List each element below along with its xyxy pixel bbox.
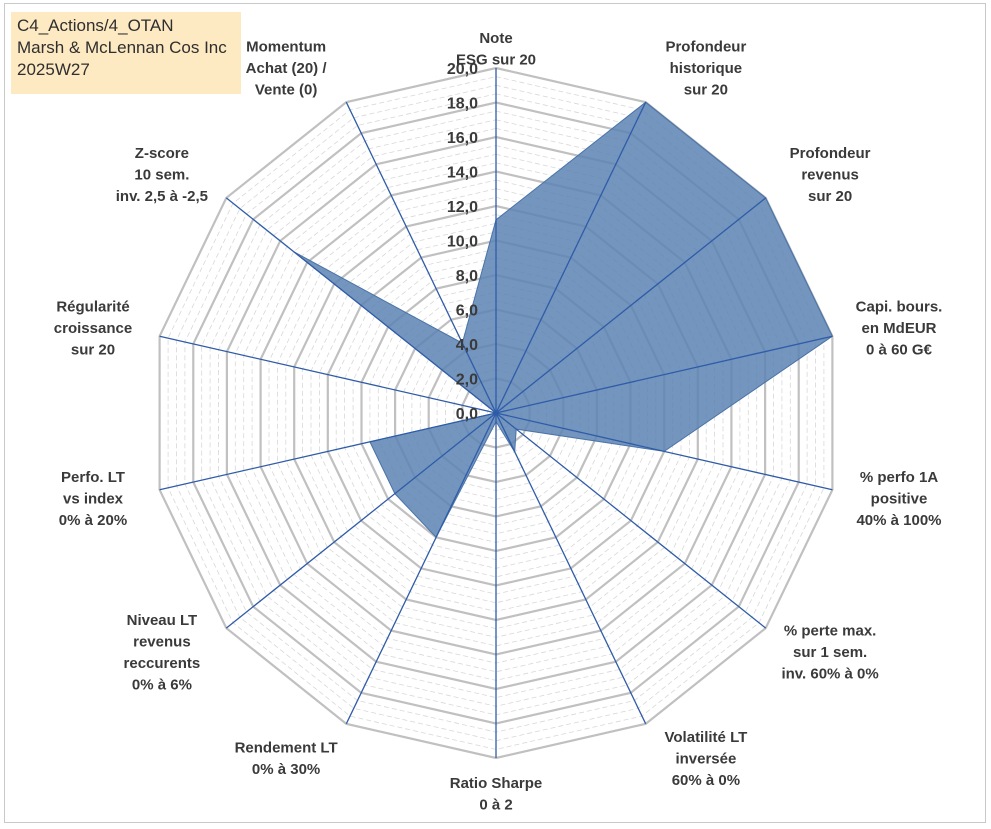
axis-spoke: [495, 335, 833, 414]
axis-spoke: [495, 412, 833, 491]
grid-ring-minor: [310, 222, 682, 604]
axis-spoke: [159, 335, 497, 414]
category-label: % perte max. sur 1 sem. inv. 60% à 0%: [781, 623, 878, 683]
category-label: Régularité croissance sur 20: [54, 299, 132, 359]
axis-spoke: [495, 101, 647, 414]
category-label: Z-score 10 sem. inv. 2,5 à -2,5: [116, 145, 208, 205]
category-label: Perfo. LT vs index 0% à 20%: [59, 469, 127, 529]
category-label: Momentum Achat (20) / Vente (0): [246, 39, 328, 99]
category-label: Ratio Sharpe 0 à 2: [450, 775, 543, 814]
category-label: Profondeur revenus sur 20: [790, 145, 871, 205]
info-line-3: 2025W27: [17, 60, 90, 79]
category-label: Capi. bours. en MdEUR 0 à 60 G€: [856, 299, 943, 359]
tick-label: 0,0: [456, 406, 478, 423]
category-label: % perfo 1A positive 40% à 100%: [856, 469, 941, 529]
tick-label: 16,0: [447, 130, 478, 147]
chart-frame: [4, 3, 986, 823]
radial-tick-labels: 0,0 2,0 4,0 6,0 8,0 10,0 12,0 14,0 16,0 18,0 20,0: [447, 61, 478, 423]
category-label: Note ESG sur 20: [456, 30, 536, 69]
tick-label: 2,0: [456, 372, 478, 389]
category-label: Profondeur historique sur 20: [665, 39, 746, 99]
info-box: C4_Actions/4_OTAN Marsh & McLennan Cos I…: [11, 12, 241, 94]
tick-label: 6,0: [456, 303, 478, 320]
category-label: Volatilité LT inversée 60% à 0%: [665, 729, 748, 789]
category-label: Rendement LT 0% à 30%: [235, 740, 338, 779]
axis-spokes: [159, 68, 833, 758]
grid-ring-minor: [167, 76, 825, 750]
axis-spoke: [495, 197, 767, 414]
axis-spoke: [225, 197, 497, 414]
category-label: Niveau LT revenus reccurents 0% à 6%: [124, 612, 201, 694]
category-labels: Note ESG sur 20 Profondeur historique sur 20…: [54, 30, 943, 814]
tick-label: 14,0: [447, 165, 478, 182]
axis-spoke: [495, 412, 647, 725]
axis-spoke: [345, 101, 497, 414]
axis-spoke: [345, 412, 497, 725]
tick-label: 8,0: [456, 268, 478, 285]
axis-spoke: [225, 412, 497, 629]
tick-label: 20,0: [447, 61, 478, 78]
axis-spoke: [495, 412, 767, 629]
tick-label: 10,0: [447, 234, 478, 251]
tick-label: 12,0: [447, 199, 478, 216]
info-line-2: Marsh & McLennan Cos Inc: [17, 38, 227, 57]
info-line-1: C4_Actions/4_OTAN: [17, 16, 174, 35]
tick-label: 4,0: [456, 337, 478, 354]
tick-label: 18,0: [447, 96, 478, 113]
axis-spoke: [159, 412, 497, 491]
